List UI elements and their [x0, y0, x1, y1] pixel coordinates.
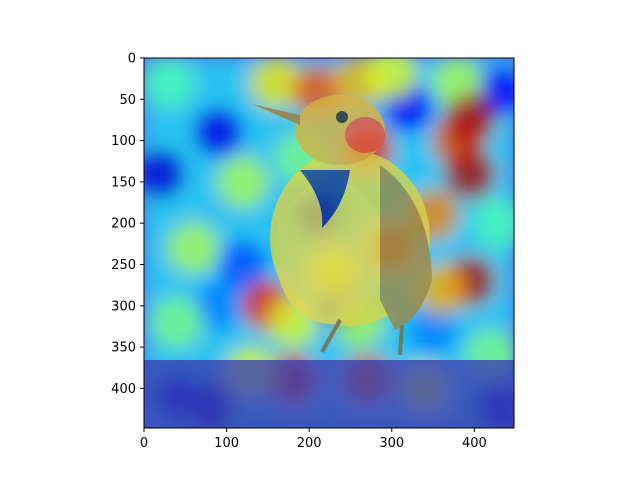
- heat-cell-0: [250, 58, 303, 109]
- y-tick-label-150: 150: [111, 175, 136, 190]
- heat-cell-27: [473, 197, 514, 250]
- x-tick-label-300: 300: [379, 436, 404, 451]
- cold-cell-10: [217, 238, 270, 291]
- y-tick-label-100: 100: [111, 134, 136, 149]
- y-tick-label-200: 200: [111, 217, 136, 232]
- heatmap-image: [144, 58, 514, 428]
- y-tick-label-0: 0: [128, 52, 136, 67]
- y-axis: 0 50 100 150 200 250 300 350 400: [111, 52, 144, 397]
- y-tick-label-250: 250: [111, 258, 136, 273]
- x-tick-label-200: 200: [297, 436, 322, 451]
- y-tick-label-300: 300: [111, 299, 136, 314]
- heat-cell-5: [144, 58, 195, 109]
- cold-cell-1: [192, 106, 245, 159]
- heat-cell-3: [365, 58, 418, 101]
- x-axis: 0 100 200 300 400: [140, 428, 487, 451]
- x-tick-label-100: 100: [214, 436, 239, 451]
- axes-frame: [143, 57, 515, 429]
- heat-cell-12: [444, 93, 497, 146]
- cold-cell-9: [192, 279, 245, 332]
- bird-silhouette: [144, 95, 514, 428]
- x-tick-label-0: 0: [140, 436, 148, 451]
- heat-cell-18: [167, 221, 220, 274]
- heat-cell-13: [444, 147, 497, 200]
- y-tick-label-350: 350: [111, 341, 136, 356]
- y-tick-label-50: 50: [119, 93, 136, 108]
- cold-cell-0: [144, 147, 187, 200]
- heat-cell-6: [217, 155, 270, 208]
- heat-cell-19: [151, 296, 204, 349]
- cold-cell-11: [407, 304, 460, 357]
- y-tick-label-400: 400: [111, 382, 136, 397]
- x-tick-label-400: 400: [462, 436, 487, 451]
